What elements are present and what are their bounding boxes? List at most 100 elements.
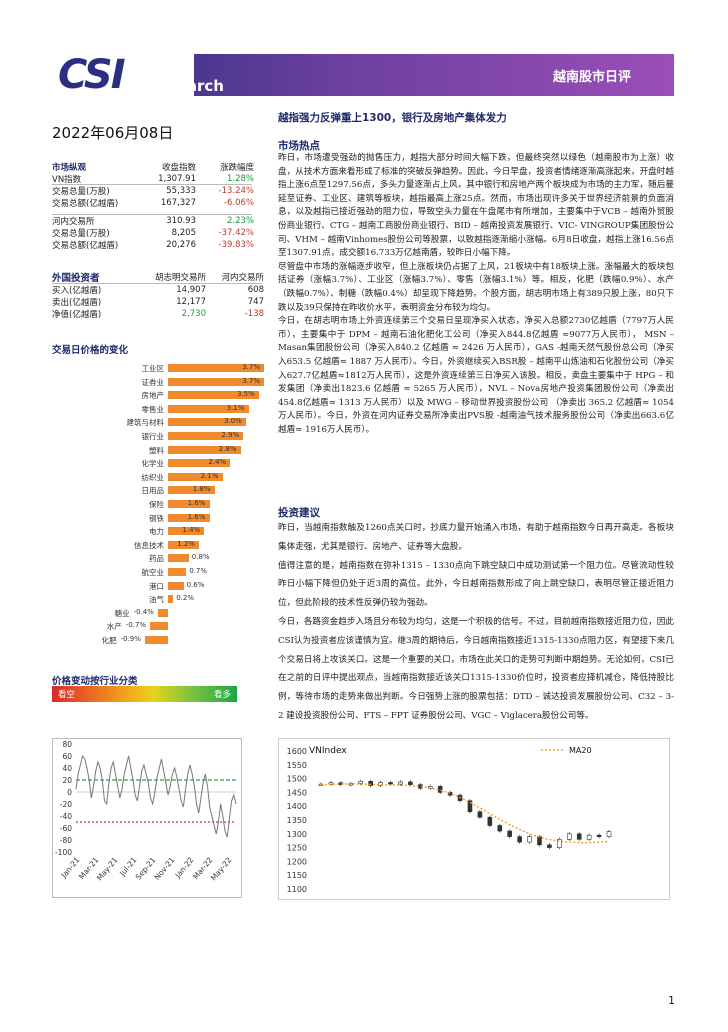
candle-body — [557, 839, 562, 848]
y-tick-label: 0 — [67, 788, 72, 797]
paragraph: 昨日，当越南指数触及1260点关口时，抄底力量开始涌入市场，有助于越南指数今日再… — [278, 523, 674, 552]
candle-body — [467, 800, 473, 813]
candle-body — [586, 834, 592, 840]
sector-label: 保险 — [149, 500, 164, 509]
sector-label: 建筑与材料 — [126, 418, 165, 428]
sector-bar — [144, 636, 168, 644]
sector-value: 2.4% — [208, 458, 227, 467]
market-overview-title: 市场纵观 — [52, 163, 87, 173]
candle-body — [576, 833, 582, 840]
sector-bar — [168, 432, 244, 440]
bull-label: 看多 — [213, 690, 231, 700]
candle-body — [507, 830, 512, 837]
y-tick-label: 1100 — [287, 885, 307, 894]
candle-body — [606, 831, 612, 837]
chart-title: VNIndex — [309, 746, 347, 756]
sector-value: 2.1% — [200, 471, 219, 480]
y-tick-label: 80 — [62, 740, 72, 749]
y-tick-label: 1250 — [287, 844, 307, 853]
sector-value: 1.8% — [192, 485, 211, 494]
y-tick-label: 60 — [62, 752, 72, 761]
y-tick-label: -20 — [60, 800, 72, 809]
sector-label: 工业区 — [141, 364, 165, 373]
sector-value: -0.7% — [125, 621, 147, 630]
col-change: 涨跌幅度 — [219, 163, 254, 173]
sector-bar — [168, 581, 184, 590]
y-tick-label: -60 — [60, 824, 72, 833]
y-tick-label: 1600 — [287, 747, 307, 756]
sector-bar — [168, 404, 249, 413]
sector-bar-chart: 工业区 3.7% 证券业 3.7% 房地产 3.5% 零售业 3.1% 建筑与材料 3.0% 银行业… — [52, 362, 265, 652]
sector-value: -0.9% — [120, 635, 141, 643]
breadth-series-line — [75, 754, 237, 838]
sector-value: 1.6% — [187, 499, 206, 507]
candle-body — [408, 781, 413, 785]
sector-bar — [168, 595, 174, 604]
y-tick-label: -100 — [55, 848, 72, 857]
table-row: 卖出(亿越盾) 12,177 747 — [52, 297, 264, 308]
paragraph: 尽管盘中市场的涨幅逐步收窄，但上涨板块仍占据了上风，21板块中有18板块上涨。涨… — [278, 261, 674, 313]
candle-body — [566, 833, 572, 840]
y-tick-label: 20 — [62, 776, 72, 785]
sector-label: 零售业 — [141, 404, 165, 414]
candle-body — [497, 825, 503, 832]
sector-value: 2.8% — [218, 444, 237, 453]
sector-label: 化学业 — [141, 459, 165, 469]
hot-topics-text: 昨日，市场遭受强劲的抛售压力，越指大部分时间大幅下跌，但最终突然以绿色（越南股市… — [278, 152, 674, 437]
investment-advice-heading: 投资建议 — [278, 507, 320, 519]
table-row: VN指数 1,307.91 1.28% — [52, 174, 254, 185]
sector-value: -0.4% — [133, 607, 154, 616]
y-tick-label: -80 — [60, 836, 72, 845]
sector-bar — [168, 472, 223, 481]
sector-bar — [168, 568, 187, 576]
logo-box — [54, 50, 194, 100]
sector-value: 1.2% — [177, 539, 195, 548]
paragraph: 值得注意的是，越南指数在弥补1315 – 1330点向下跳空缺口中成功测试第一个… — [278, 560, 674, 609]
sector-bar — [168, 500, 210, 508]
y-tick-label: -40 — [60, 812, 72, 821]
y-tick-label: 1550 — [287, 761, 307, 770]
bear-label: 看空 — [58, 690, 76, 700]
sector-label: 化肥 — [101, 636, 117, 645]
sector-bar — [168, 486, 215, 495]
research-label: Research — [146, 77, 224, 95]
sector-value: 2.9% — [221, 431, 240, 439]
y-tick-label: 40 — [62, 764, 72, 773]
candle-body — [398, 781, 403, 785]
sector-bar — [168, 513, 210, 522]
candle-body — [437, 786, 443, 793]
sector-bar — [168, 540, 200, 549]
sector-value: 0.2% — [176, 594, 194, 603]
sector-label: 钢铁 — [149, 513, 164, 523]
sector-label: 房地产 — [141, 391, 165, 401]
sector-value: 3.1% — [226, 403, 245, 412]
paragraph: 昨日，市场遭受强劲的抛售压力，越指大部分时间大幅下跌，但最终突然以绿色（越南股市… — [278, 153, 674, 259]
sector-label: 航空业 — [141, 568, 165, 577]
table-row: 交易总量(万股) 55,333 -13.24% — [52, 186, 254, 197]
page-number: 1 — [668, 994, 675, 1007]
report-headline: 越指强力反弹重上1300，银行及房地产集体发力 — [278, 112, 507, 124]
col-close-index: 收盘指数 — [161, 163, 196, 173]
sector-label: 油气 — [149, 595, 164, 605]
legend-label: MA20 — [569, 746, 592, 755]
table-row: 交易总额(亿越盾) 20,276 -39.83% — [52, 240, 254, 251]
report-date: 2022年06月08日 — [52, 124, 174, 142]
sector-bar — [168, 554, 189, 563]
candle-body — [358, 781, 364, 784]
sector-bar — [168, 527, 205, 536]
sector-value: 1.6% — [187, 512, 206, 521]
candle-body — [368, 781, 373, 786]
candle-body — [547, 844, 552, 848]
y-tick-label: 1500 — [287, 775, 307, 784]
chart-frame — [52, 738, 242, 898]
sector-label: 塑料 — [149, 445, 164, 455]
sector-bar — [168, 377, 265, 386]
investment-advice-text: 昨日，当越南指数触及1260点关口时，抄底力量开始涌入市场，有助于越南指数今日再… — [278, 519, 674, 726]
col-hose: 胡志明交易所 — [154, 273, 206, 283]
y-tick-label: 1300 — [287, 830, 307, 839]
candle-body — [487, 816, 493, 826]
sector-label: 日用品 — [141, 486, 165, 496]
sector-value: 0.8% — [191, 553, 210, 562]
sector-value: 1.4% — [182, 526, 201, 535]
breadth-line-chart: 806040200-20-40-60-80-100Jan-21Mar-21May… — [52, 738, 242, 898]
